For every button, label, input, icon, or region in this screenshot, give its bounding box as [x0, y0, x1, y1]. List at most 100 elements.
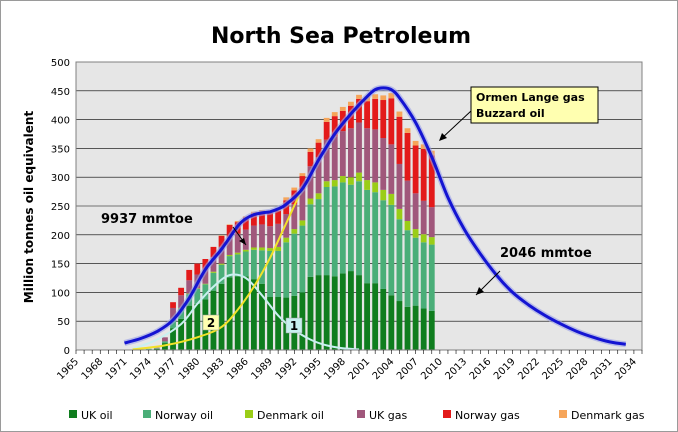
legend-swatch: [69, 410, 77, 418]
bar-segment: [356, 275, 362, 350]
bar-segment: [291, 187, 298, 191]
arrowhead-2046: [476, 287, 484, 295]
bar-segment: [428, 237, 435, 245]
y-tick-label: 100: [51, 288, 70, 299]
bar-segment: [291, 229, 298, 234]
bar-segment: [210, 257, 217, 272]
x-tick-label: 1992: [274, 356, 300, 382]
bar-segment: [396, 219, 403, 302]
bar-segment: [299, 173, 306, 177]
bar-segment: [323, 117, 330, 122]
x-tick-label: 1986: [225, 356, 251, 382]
ormen-lange-box: [470, 86, 599, 124]
bar-segment: [348, 177, 354, 185]
bar-segment: [202, 284, 209, 300]
legend-swatch: [443, 410, 451, 418]
x-tick-label: 1977: [152, 356, 178, 382]
x-tick-label: 1971: [104, 356, 130, 382]
x-tick-label: 2013: [443, 356, 469, 382]
bar-segment: [250, 279, 257, 350]
bar-segment: [404, 306, 411, 350]
ormen-lange-label: Ormen Lange gas: [476, 91, 585, 104]
bar-segment: [194, 303, 201, 350]
bar-segment: [267, 250, 273, 298]
bar-segment: [170, 307, 176, 320]
bar-segment: [145, 348, 152, 350]
bar-segment: [153, 348, 160, 349]
bar-segment: [153, 347, 160, 349]
bar-segment: [267, 226, 273, 249]
bar-segment: [323, 186, 330, 276]
bar-segment: [259, 250, 265, 284]
bar-segment: [218, 246, 225, 264]
bar-segment: [428, 244, 435, 311]
bar-segment: [202, 283, 209, 285]
bar-segment: [275, 210, 282, 224]
bar-segment: [242, 217, 249, 230]
legend-label: UK gas: [369, 409, 407, 422]
bar-segment: [380, 200, 387, 289]
bar-segment: [259, 247, 265, 251]
x-tick-label: 2031: [589, 356, 615, 382]
bar-segment: [275, 297, 282, 350]
bar-segment: [226, 256, 233, 278]
bar-segment: [242, 251, 249, 277]
bar-segment: [315, 275, 322, 350]
bar-segment: [420, 308, 427, 350]
bar-segment: [170, 302, 176, 308]
bar-segment: [356, 122, 362, 173]
bar-segment: [412, 140, 419, 146]
bar-segment: [364, 101, 370, 129]
x-tick-label: 1968: [80, 356, 106, 382]
bar-segment: [218, 263, 225, 265]
legend-label: Norway oil: [155, 409, 213, 422]
bar-segment: [250, 225, 257, 248]
legend-label: Denmark oil: [257, 409, 324, 422]
bar-segment: [267, 212, 273, 227]
bar-segment: [234, 233, 241, 253]
bar-segment: [315, 139, 322, 143]
x-tick-label: 1965: [55, 356, 81, 382]
bar-segment: [372, 129, 379, 183]
bar-segment: [218, 235, 225, 236]
cycle-1-label: 1: [290, 319, 298, 333]
bar-segment: [283, 242, 290, 298]
bar-segment: [259, 283, 265, 350]
bar-segment: [396, 111, 403, 117]
legend-label: Denmark gas: [571, 409, 645, 422]
total-curve: [124, 86, 626, 346]
bar-segment: [412, 193, 419, 230]
bar-segment: [428, 207, 435, 238]
bar-segment: [388, 193, 395, 205]
bar-segment: [162, 341, 168, 344]
bar-segment: [380, 138, 387, 190]
cycle-1-label-box: [285, 317, 303, 334]
bar-segment: [218, 235, 225, 247]
bar-segment: [412, 305, 419, 350]
bar-segment: [210, 271, 217, 273]
bar-segment: [356, 98, 362, 123]
bar-segment: [307, 276, 314, 350]
y-tick-label: 250: [51, 202, 70, 213]
x-tick-label: 2001: [346, 356, 372, 382]
bar-segment: [388, 204, 395, 296]
y-tick-label: 300: [51, 173, 70, 184]
bar-segment: [348, 101, 354, 106]
bar-segment: [307, 166, 314, 199]
bar-segment: [218, 264, 225, 284]
bar-segment: [226, 277, 233, 350]
x-tick-label: 2025: [540, 356, 566, 382]
bar-segment: [242, 229, 249, 250]
bar-segment: [323, 139, 330, 182]
bar-segment: [226, 224, 233, 226]
x-tick-label: 1989: [249, 356, 275, 382]
bar-segment: [404, 128, 411, 133]
legend-swatch: [245, 410, 253, 418]
bar-segment: [291, 204, 298, 230]
bar-segment: [331, 112, 338, 117]
y-axis-label: Million tonnes oil equivalent: [22, 111, 36, 304]
y-tick-label: 350: [51, 144, 70, 155]
bar-segment: [162, 337, 168, 342]
